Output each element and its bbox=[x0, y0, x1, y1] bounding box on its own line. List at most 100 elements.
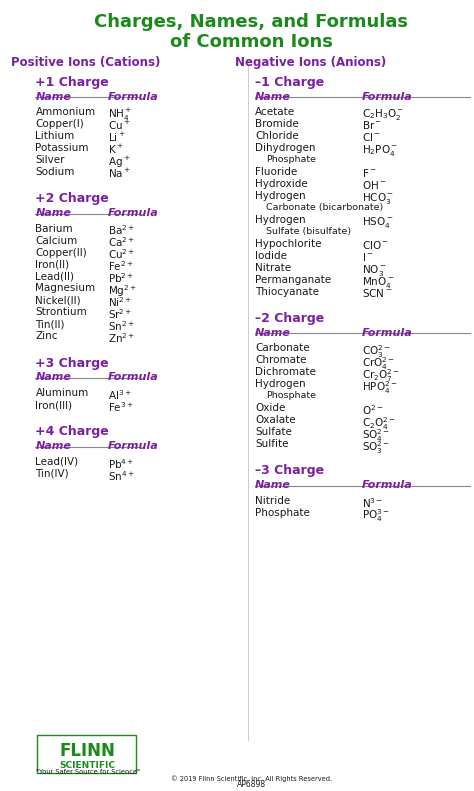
Text: Permanganate: Permanganate bbox=[255, 274, 331, 285]
Text: Fe$^{2+}$: Fe$^{2+}$ bbox=[108, 259, 133, 274]
Text: Ammonium: Ammonium bbox=[36, 107, 96, 117]
Text: NH$_4^+$: NH$_4^+$ bbox=[108, 107, 132, 123]
Text: Hydrogen: Hydrogen bbox=[255, 191, 306, 201]
Text: © 2019 Flinn Scientific, Inc. All Rights Reserved.: © 2019 Flinn Scientific, Inc. All Rights… bbox=[171, 775, 332, 782]
Text: Oxalate: Oxalate bbox=[255, 415, 296, 425]
Text: I$^-$: I$^-$ bbox=[362, 251, 374, 263]
Text: OH$^-$: OH$^-$ bbox=[362, 179, 387, 191]
Text: Br$^-$: Br$^-$ bbox=[362, 119, 382, 131]
Text: Iodide: Iodide bbox=[255, 251, 287, 261]
Text: Formula: Formula bbox=[362, 327, 413, 338]
Text: MnO$_4^-$: MnO$_4^-$ bbox=[362, 274, 394, 290]
Text: Dihydrogen: Dihydrogen bbox=[255, 143, 315, 153]
Text: ClO$^-$: ClO$^-$ bbox=[362, 239, 389, 251]
Text: NO$_3^-$: NO$_3^-$ bbox=[362, 263, 387, 278]
Text: Positive Ions (Cations): Positive Ions (Cations) bbox=[11, 56, 160, 69]
Text: Tin(IV): Tin(IV) bbox=[36, 469, 69, 479]
Text: Iron(III): Iron(III) bbox=[36, 400, 73, 410]
Text: Lithium: Lithium bbox=[36, 131, 75, 141]
Text: SO$_4^{2-}$: SO$_4^{2-}$ bbox=[362, 427, 390, 444]
Text: Hypochlorite: Hypochlorite bbox=[255, 239, 321, 248]
Text: Potassium: Potassium bbox=[36, 143, 89, 153]
Text: Formula: Formula bbox=[362, 92, 413, 101]
Text: Sn$^{4+}$: Sn$^{4+}$ bbox=[108, 469, 134, 483]
Text: Negative Ions (Anions): Negative Ions (Anions) bbox=[236, 56, 387, 69]
Text: Sn$^{2+}$: Sn$^{2+}$ bbox=[108, 320, 134, 333]
Text: Charges, Names, and Formulas: Charges, Names, and Formulas bbox=[94, 13, 409, 31]
Text: Nickel(II): Nickel(II) bbox=[36, 296, 81, 305]
Text: Cu$^{2+}$: Cu$^{2+}$ bbox=[108, 248, 135, 261]
Text: CO$_3^{2-}$: CO$_3^{2-}$ bbox=[362, 343, 391, 360]
Text: "Your Safer Source for Science": "Your Safer Source for Science" bbox=[36, 769, 140, 775]
Text: Ba$^{2+}$: Ba$^{2+}$ bbox=[108, 224, 135, 237]
Text: Chromate: Chromate bbox=[255, 355, 306, 365]
Text: +4 Charge: +4 Charge bbox=[36, 426, 109, 438]
Text: Formula: Formula bbox=[108, 92, 158, 101]
Text: C$_2$O$_4^{2-}$: C$_2$O$_4^{2-}$ bbox=[362, 415, 396, 432]
Text: Magnesium: Magnesium bbox=[36, 283, 96, 293]
Text: Nitrate: Nitrate bbox=[255, 263, 291, 273]
Text: HCO$_3^-$: HCO$_3^-$ bbox=[362, 191, 394, 206]
Text: HPO$_4^{2-}$: HPO$_4^{2-}$ bbox=[362, 379, 398, 396]
Text: Cu$^+$: Cu$^+$ bbox=[108, 119, 130, 132]
Text: Tin(II): Tin(II) bbox=[36, 320, 65, 329]
Text: SCIENTIFIC: SCIENTIFIC bbox=[60, 761, 116, 770]
Text: Li$^+$: Li$^+$ bbox=[108, 131, 125, 144]
Text: H$_2$PO$_4^-$: H$_2$PO$_4^-$ bbox=[362, 143, 398, 158]
Text: Cr$_2$O$_7^{2-}$: Cr$_2$O$_7^{2-}$ bbox=[362, 367, 400, 384]
Text: Cl$^-$: Cl$^-$ bbox=[362, 131, 381, 143]
Text: Sr$^{2+}$: Sr$^{2+}$ bbox=[108, 308, 132, 321]
Text: C$_2$H$_3$O$_2^-$: C$_2$H$_3$O$_2^-$ bbox=[362, 107, 404, 122]
Text: of Common Ions: of Common Ions bbox=[170, 32, 333, 51]
Text: Hydrogen: Hydrogen bbox=[255, 379, 306, 389]
Text: SO$_3^{2-}$: SO$_3^{2-}$ bbox=[362, 439, 390, 456]
Text: PO$_4^{3-}$: PO$_4^{3-}$ bbox=[362, 508, 390, 524]
Text: +3 Charge: +3 Charge bbox=[36, 357, 109, 369]
Text: Strontium: Strontium bbox=[36, 308, 87, 317]
Text: Formula: Formula bbox=[108, 441, 158, 451]
Text: Phosphate: Phosphate bbox=[266, 391, 316, 400]
Text: Fe$^{3+}$: Fe$^{3+}$ bbox=[108, 400, 133, 414]
Text: Phosphate: Phosphate bbox=[266, 155, 316, 164]
Text: Barium: Barium bbox=[36, 224, 73, 233]
Text: Acetate: Acetate bbox=[255, 107, 295, 117]
Text: +1 Charge: +1 Charge bbox=[36, 76, 109, 89]
Text: Fluoride: Fluoride bbox=[255, 167, 297, 177]
Text: Pb$^{4+}$: Pb$^{4+}$ bbox=[108, 456, 134, 471]
Text: O$^{2-}$: O$^{2-}$ bbox=[362, 403, 383, 417]
Text: Sodium: Sodium bbox=[36, 167, 75, 177]
Text: Mg$^{2+}$: Mg$^{2+}$ bbox=[108, 283, 137, 299]
Text: Formula: Formula bbox=[108, 208, 158, 218]
Text: Nitride: Nitride bbox=[255, 496, 290, 505]
Text: Aluminum: Aluminum bbox=[36, 388, 89, 398]
Text: Dichromate: Dichromate bbox=[255, 367, 316, 377]
Text: Name: Name bbox=[36, 208, 72, 218]
Text: Thiocyanate: Thiocyanate bbox=[255, 286, 319, 297]
Text: AP6898: AP6898 bbox=[237, 780, 266, 789]
Text: Lead(IV): Lead(IV) bbox=[36, 456, 79, 467]
Text: Hydroxide: Hydroxide bbox=[255, 179, 308, 189]
Text: Iron(II): Iron(II) bbox=[36, 259, 70, 270]
Text: Name: Name bbox=[36, 441, 72, 451]
Text: K$^+$: K$^+$ bbox=[108, 143, 123, 156]
Text: CrO$_4^{2-}$: CrO$_4^{2-}$ bbox=[362, 355, 395, 372]
Text: Ni$^{2+}$: Ni$^{2+}$ bbox=[108, 296, 132, 309]
Text: Name: Name bbox=[36, 373, 72, 382]
Text: Zinc: Zinc bbox=[36, 331, 58, 342]
Text: SCN$^-$: SCN$^-$ bbox=[362, 286, 392, 298]
Text: Sulfate (bisulfate): Sulfate (bisulfate) bbox=[266, 227, 351, 236]
Text: Pb$^{2+}$: Pb$^{2+}$ bbox=[108, 271, 134, 286]
Text: Hydrogen: Hydrogen bbox=[255, 215, 306, 225]
Text: –2 Charge: –2 Charge bbox=[255, 312, 324, 325]
Text: Oxide: Oxide bbox=[255, 403, 285, 413]
Text: FLINN: FLINN bbox=[60, 743, 116, 760]
Text: Phosphate: Phosphate bbox=[255, 508, 310, 517]
Text: Chloride: Chloride bbox=[255, 131, 299, 141]
Text: Name: Name bbox=[255, 327, 291, 338]
Text: HSO$_4^-$: HSO$_4^-$ bbox=[362, 215, 393, 229]
Text: Ag$^+$: Ag$^+$ bbox=[108, 155, 130, 170]
Text: Carbonate: Carbonate bbox=[255, 343, 310, 354]
Text: Na$^+$: Na$^+$ bbox=[108, 167, 130, 180]
Text: Formula: Formula bbox=[108, 373, 158, 382]
Text: Name: Name bbox=[255, 92, 291, 101]
